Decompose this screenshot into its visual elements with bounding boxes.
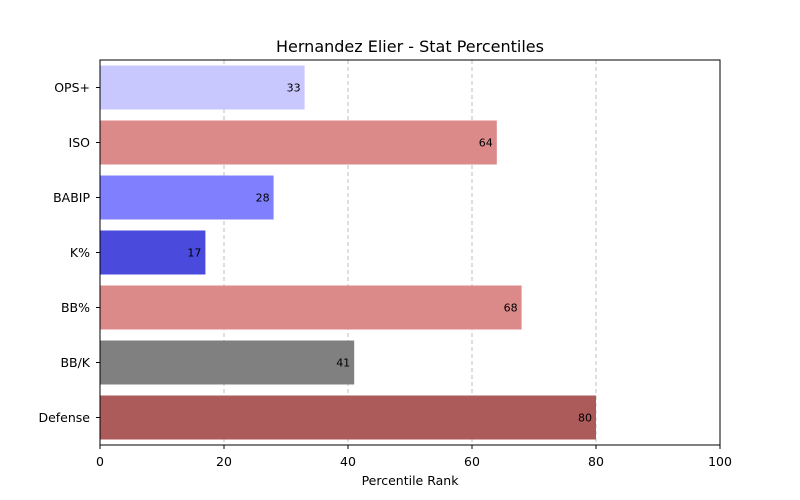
bar-iso: [100, 120, 497, 165]
y-axis-tick-labels: OPS+ ISO BABIP K% BB% BB/K Defense: [38, 80, 100, 425]
data-label: 64: [479, 137, 493, 150]
x-tick-label: 80: [588, 454, 604, 469]
bar-bb-: [100, 285, 522, 330]
y-tick-label: K%: [70, 245, 90, 260]
data-label: 17: [187, 247, 201, 260]
data-label: 68: [504, 302, 518, 315]
y-tick-label: BB/K: [60, 355, 90, 370]
y-tick-label: BB%: [61, 300, 90, 315]
x-tick-label: 20: [216, 454, 232, 469]
grid-lines: [223, 60, 597, 445]
x-tick-label: 40: [340, 454, 356, 469]
data-label: 41: [336, 357, 350, 370]
bars: 33 64 28 17 68 41 80: [100, 65, 596, 440]
y-tick-label: ISO: [69, 135, 91, 150]
bar-defense: [100, 395, 596, 440]
chart-title: Hernandez Elier - Stat Percentiles: [276, 37, 544, 56]
x-tick-label: 100: [708, 454, 732, 469]
bar-babip: [100, 175, 274, 220]
x-tick-label: 60: [464, 454, 480, 469]
y-tick-label: BABIP: [53, 190, 90, 205]
y-tick-label: Defense: [38, 410, 90, 425]
data-label: 28: [256, 192, 270, 205]
x-tick-label: 0: [96, 454, 104, 469]
bar-ops-: [100, 65, 305, 110]
bar-k-: [100, 230, 206, 275]
plot-frame: [99, 59, 721, 446]
data-label: 80: [578, 412, 592, 425]
bar-bb-k: [100, 340, 355, 385]
x-axis-ticks: 0 20 40 60 80 100: [96, 445, 732, 469]
data-label: 33: [287, 82, 301, 95]
x-axis-label: Percentile Rank: [362, 473, 460, 488]
y-tick-label: OPS+: [54, 80, 90, 95]
